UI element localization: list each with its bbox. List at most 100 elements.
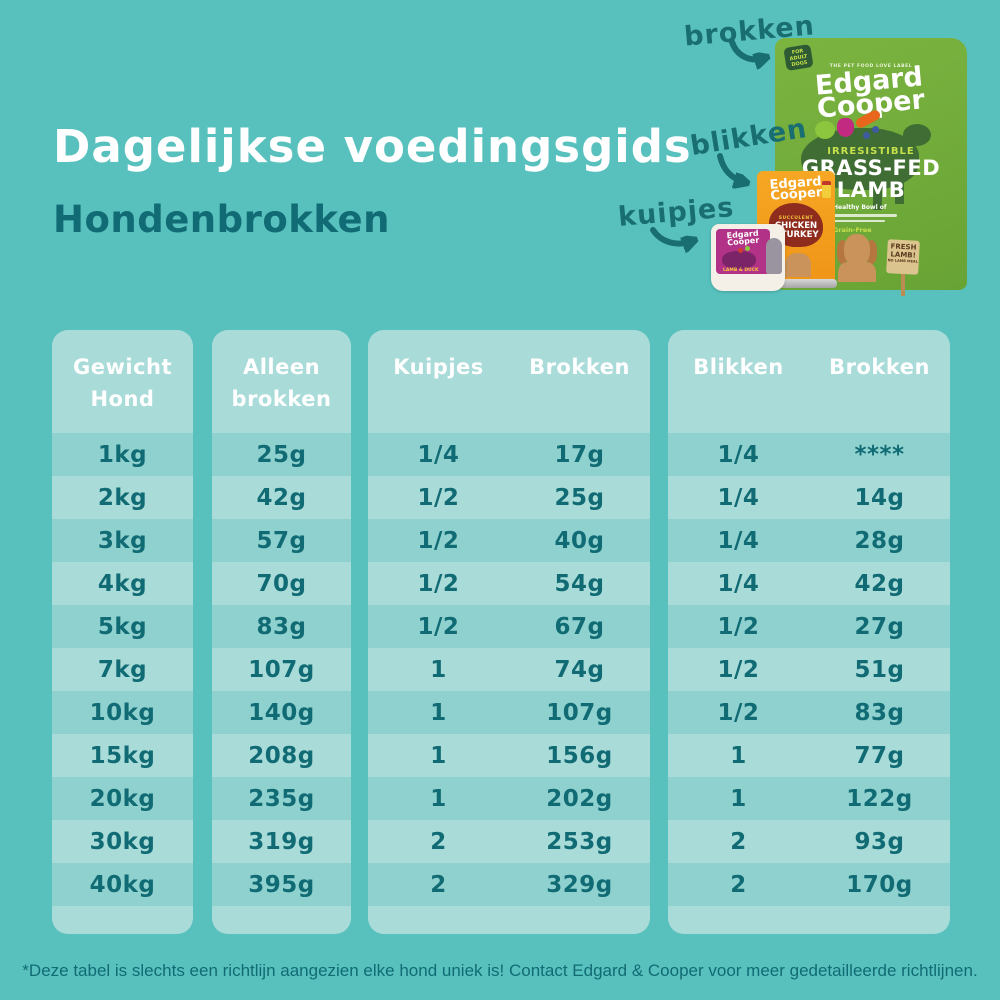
dog-body [838,262,876,282]
table-row: 140g [212,691,351,734]
table-cell: 17g [554,441,605,468]
table-rows: 1/4 17g 1/2 25g 1/2 40g 1/2 54g 1/2 67g 1 74g 1 107g 1… [368,433,650,906]
arrow-icon [729,39,778,68]
table-cell: 40g [554,527,605,554]
table-cell: 1/4 [717,527,760,554]
can-flavor-text: CHICKEN &TURKEY [757,221,835,241]
table-row: 10kg [52,691,193,734]
table-cell: 253g [546,828,613,855]
table-cell: 208g [248,742,315,769]
table-row: 70g [212,562,351,605]
flavor-line: CHICKEN [774,221,818,231]
table-cell: 1/2 [417,613,460,640]
table-cell: 51g [854,656,905,683]
table-cell: 93g [854,828,905,855]
lamb-silhouette-leg [873,184,882,210]
table-cell: 27g [854,613,905,640]
table-row: 1/2 67g [368,605,650,648]
table-row: 107g [212,648,351,691]
sign-text: FRESH LAMB! [890,242,917,260]
table-row: 3kg [52,519,193,562]
cat-illustration [766,238,782,274]
flavor-line: &TURKEY [773,230,819,241]
brand-logo: Edgard Cooper [716,229,770,248]
table-weight: Gewicht Hond 1kg 2kg 3kg 4kg 5kg 7kg 10kg 15kg 2… [52,330,193,934]
sign-stick [901,274,905,296]
page-subtitle: Hondenbrokken [53,198,390,241]
table-cell: 70g [256,570,307,597]
tray-illustration: Edgard Cooper LAMB & DUCK [711,224,785,291]
table-row: 1 202g [368,777,650,820]
table-row: 40kg [52,863,193,906]
table-row: 1/2 54g [368,562,650,605]
tray-flavor-text: LAMB & DUCK [723,268,759,273]
table-cell: 54g [554,570,605,597]
table-cell: 3kg [97,527,148,554]
table-cell: 1/2 [717,699,760,726]
table-trays-kibble: Kuipjes Brokken 1/4 17g 1/2 25g 1/2 40g 1/2 54g… [368,330,650,934]
dog-silhouette-icon [722,251,756,269]
arrow-icon [717,153,758,192]
table-row: 42g [212,476,351,519]
table-rows: 1kg 2kg 3kg 4kg 5kg 7kg 10kg 15kg 20kg 30kg 40kg [52,433,193,906]
table-cell: 140g [248,699,315,726]
header-cell: Kuipjes [393,355,484,379]
table-cell: 1/2 [717,656,760,683]
dog-head [844,234,870,266]
table-row: 30kg [52,820,193,863]
header-cell: Brokken [829,355,930,379]
table-cell: 107g [248,656,315,683]
fruit-dot [738,248,743,253]
table-kibble-only: Alleen brokken 25g 42g 57g 70g 83g 107g 140g 20… [212,330,351,934]
table-cell: 319g [248,828,315,855]
bag-flavor-text: GRASS-FED LAMB [775,157,967,201]
table-row: 1/4 17g [368,433,650,476]
table-cell: 2 [430,828,447,855]
table-cell: 1 [730,742,747,769]
table-cell: 1 [430,742,447,769]
sign-small-text: NO LAMB MEAL [887,258,918,265]
table-row: 235g [212,777,351,820]
dog-illustration [785,253,811,277]
table-cell: 28g [854,527,905,554]
fruit-dot [745,246,750,251]
table-cell: 1 [430,785,447,812]
table-row: 1 74g [368,648,650,691]
ingredient-line [833,214,897,217]
table-cell: 329g [546,871,613,898]
table-row: 1/4 14g [668,476,950,519]
table-row: 25g [212,433,351,476]
table-cell: 4kg [97,570,148,597]
table-cell: 5kg [97,613,148,640]
table-row: 1kg [52,433,193,476]
table-cell: 2 [730,871,747,898]
table-cell: 20kg [89,785,156,812]
bag-tagline: THE PET FOOD LOVE LABEL [829,64,913,69]
table-cell: 1/2 [417,527,460,554]
table-cell: 40kg [89,871,156,898]
table-cell: 107g [546,699,613,726]
table-row: 7kg [52,648,193,691]
table-cell: 77g [854,742,905,769]
header-line: brokken [231,386,332,411]
header-cell: Brokken [529,355,630,379]
table-row: 2 329g [368,863,650,906]
blueberry-icon [863,132,870,139]
table-row: 208g [212,734,351,777]
table-row: 319g [212,820,351,863]
beet-icon [837,118,854,137]
table-row: 57g [212,519,351,562]
table-cell: 2kg [97,484,148,511]
table-cell: 1kg [97,441,148,468]
table-cell: 83g [256,613,307,640]
table-row: 2 93g [668,820,950,863]
table-cell: 170g [846,871,913,898]
table-cell: 1 [430,656,447,683]
table-cell: 30kg [89,828,156,855]
table-cell: 14g [854,484,905,511]
healthy-bowl-text: Healthy Bowl of [833,204,897,222]
arrow-icon [650,227,706,254]
table-header: Blikken Brokken [668,330,950,433]
table-header: Gewicht Hond [52,330,193,433]
flavor-line: LAMB [836,178,906,203]
